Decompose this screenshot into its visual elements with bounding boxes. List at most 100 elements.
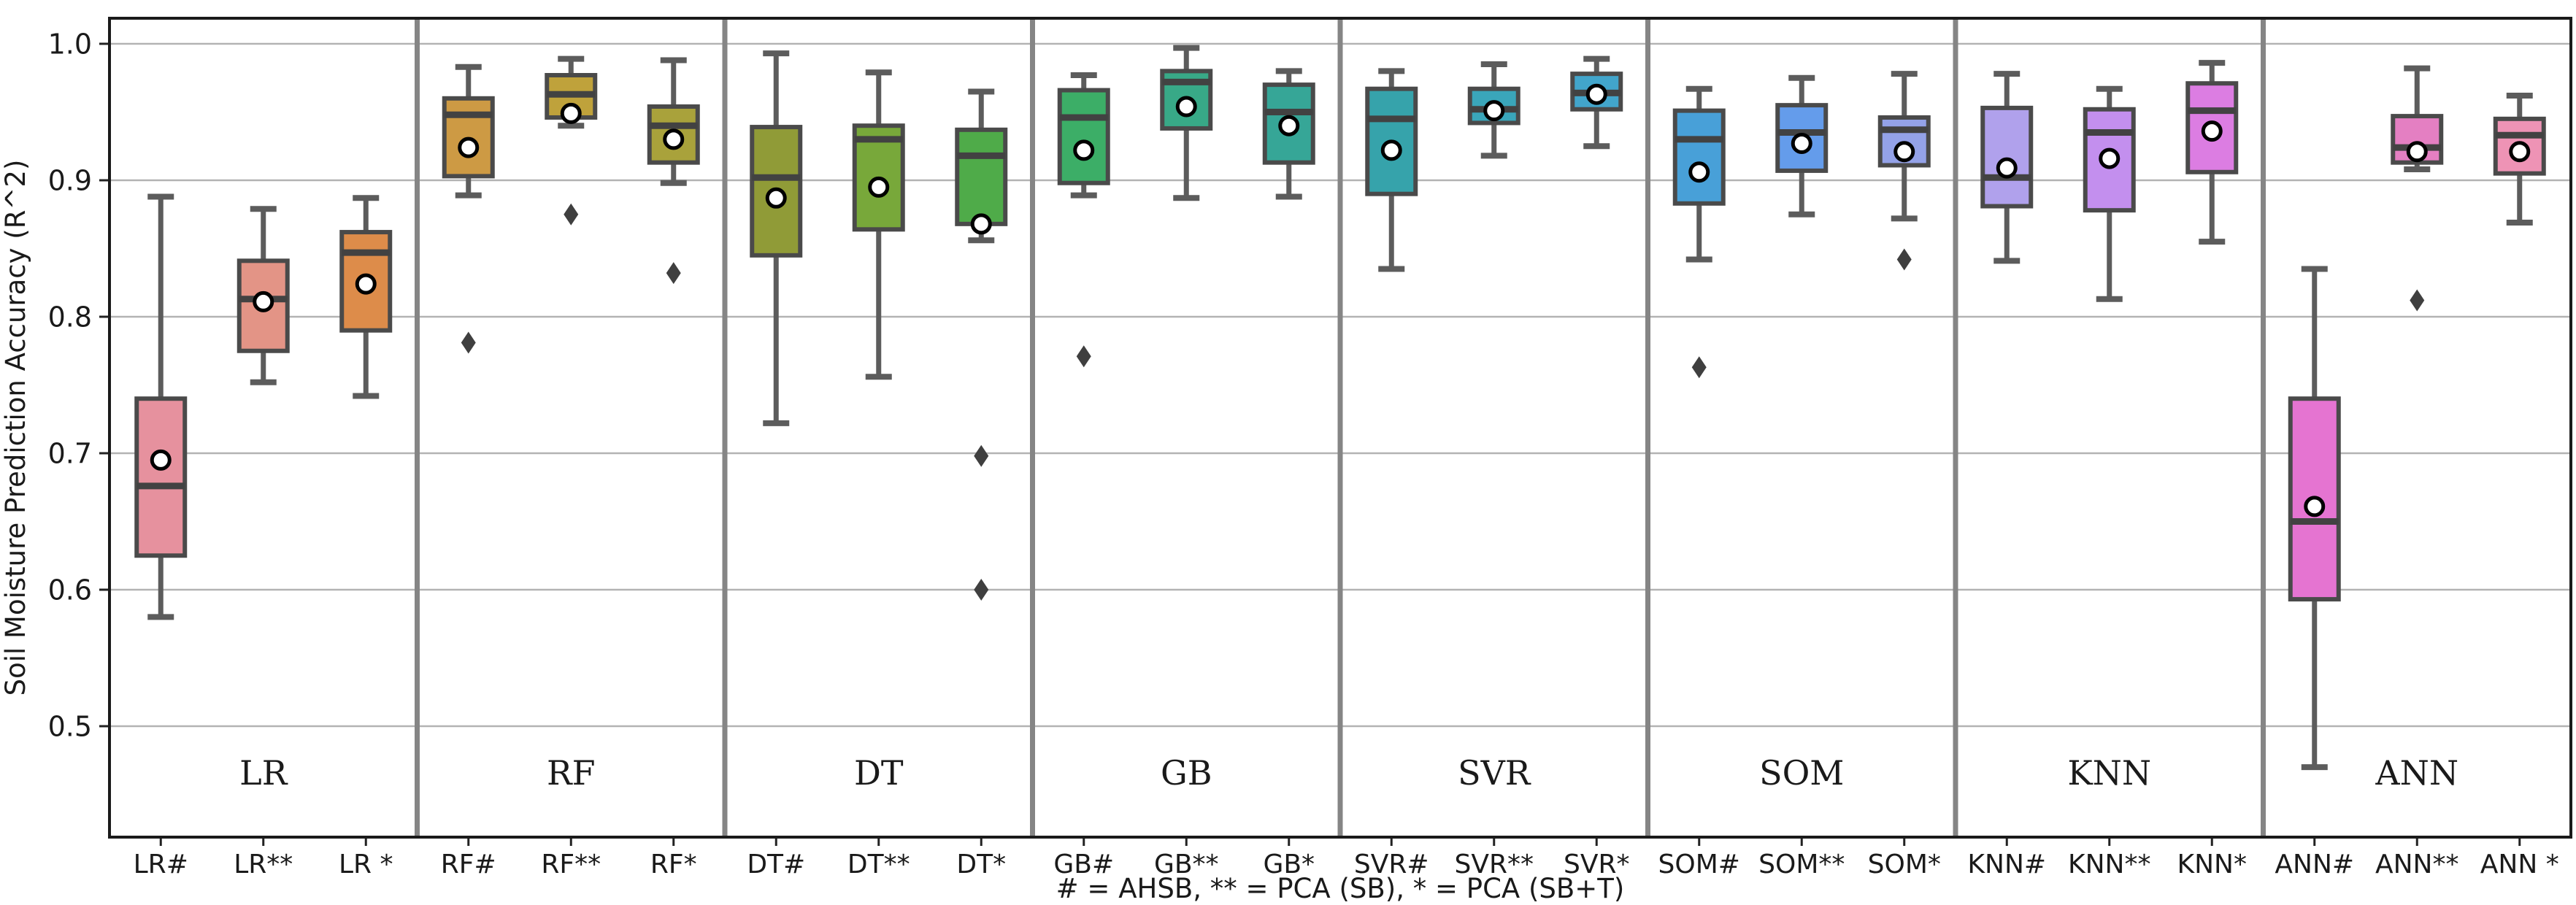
group-label: SVR: [1458, 753, 1531, 793]
mean-marker: [868, 176, 890, 198]
iqr-box: [2083, 107, 2136, 213]
mean-marker: [1380, 139, 1402, 161]
box-GB**: [1160, 45, 1213, 201]
x-tick-label: LR#: [134, 850, 188, 879]
x-tick-label: KNN**: [2068, 850, 2150, 879]
mean-marker: [1996, 157, 2018, 179]
x-tick-label: SVR*: [1564, 850, 1630, 879]
x-tick-label: ANN#: [2275, 850, 2354, 879]
box-KNN#: [1980, 71, 2034, 264]
box-RF*: [647, 57, 700, 285]
mean-marker: [458, 136, 480, 158]
x-tick-label: ANN *: [2480, 850, 2559, 879]
y-tick-label: 1.0: [48, 28, 92, 60]
outlier-diamond: [2410, 289, 2425, 312]
mean-marker: [1073, 139, 1095, 161]
mean-marker: [2509, 141, 2531, 163]
box-SOM#: [1672, 85, 1726, 379]
outlier-diamond: [1896, 248, 1912, 271]
outlier-diamond: [974, 579, 989, 601]
mean-marker: [2099, 147, 2121, 169]
boxes-layer: [134, 45, 2546, 771]
y-tick-label: 0.5: [48, 710, 92, 742]
box-KNN**: [2083, 85, 2136, 302]
box-LR#: [134, 193, 188, 620]
mean-marker: [355, 273, 377, 295]
y-tick-label: 0.7: [48, 437, 92, 469]
mean-marker: [1585, 83, 1607, 105]
box-DT#: [750, 50, 803, 426]
box-SOM*: [1877, 71, 1931, 271]
mean-marker: [765, 187, 787, 209]
box-DT*: [955, 88, 1008, 601]
iqr-box: [134, 396, 188, 558]
x-tick-label: GB**: [1154, 850, 1219, 879]
mean-marker: [1278, 115, 1300, 136]
x-tick-label: ANN**: [2375, 850, 2459, 879]
box-KNN*: [2185, 60, 2239, 245]
x-tick-label: KNN*: [2177, 850, 2247, 879]
x-tick-label: DT*: [956, 850, 1006, 879]
mean-marker: [1791, 133, 1812, 155]
x-tick-label: SOM#: [1658, 850, 1740, 879]
mean-marker: [2201, 120, 2223, 142]
mean-marker: [253, 290, 274, 312]
outlier-diamond: [666, 262, 681, 285]
mean-marker: [560, 102, 582, 124]
x-tick-label: DT#: [747, 850, 805, 879]
iqr-box: [1672, 108, 1726, 206]
mean-marker: [1688, 161, 1710, 183]
mean-marker: [1893, 141, 1915, 163]
mean-marker: [150, 449, 172, 471]
x-tick-label: LR**: [234, 850, 293, 879]
x-tick-label: SOM*: [1868, 850, 1941, 879]
x-tick-label: SOM**: [1758, 850, 1845, 879]
x-tick-label: LR *: [339, 850, 393, 879]
x-tick-label: GB*: [1263, 850, 1315, 879]
iqr-box: [852, 123, 905, 232]
iqr-box: [1057, 88, 1110, 185]
outlier-diamond: [1076, 345, 1091, 368]
mean-marker: [1483, 100, 1505, 122]
y-tick-label: 0.8: [48, 301, 92, 333]
mean-marker: [2406, 141, 2428, 163]
box-RF**: [545, 55, 598, 226]
outlier-diamond: [461, 331, 476, 354]
group-label: SOM: [1759, 753, 1844, 793]
mean-marker: [2304, 496, 2326, 517]
box-SVR#: [1365, 68, 1418, 272]
x-tick-label: GB#: [1053, 850, 1114, 879]
outlier-diamond: [974, 444, 989, 467]
iqr-box: [1467, 86, 1520, 126]
box-SVR**: [1467, 61, 1520, 159]
x-tick-label: SVR#: [1354, 850, 1429, 879]
x-tick-label: RF#: [441, 850, 496, 879]
x-axis-title: # = AHSB, ** = PCA (SB), * = PCA (SB+T): [1056, 873, 1625, 904]
iqr-box: [1262, 82, 1315, 165]
box-DT**: [852, 69, 905, 380]
group-label: RF: [547, 753, 596, 793]
y-tick-label: 0.9: [48, 164, 92, 196]
box-LR*: [339, 195, 393, 399]
box-ANN*: [2493, 93, 2546, 226]
box-GB#: [1057, 72, 1110, 368]
group-label: DT: [854, 753, 904, 793]
box-ANN**: [2391, 65, 2444, 312]
mean-marker: [970, 213, 992, 235]
y-axis-title: Soil Moisture Prediction Accuracy (R^2): [0, 160, 31, 696]
y-tick-label: 0.6: [48, 574, 92, 606]
group-label: ANN: [2375, 753, 2458, 793]
plot-border: [108, 17, 2572, 839]
x-tick-label: RF*: [650, 850, 697, 879]
box-RF#: [442, 63, 495, 354]
outlier-diamond: [1691, 356, 1707, 379]
x-tick-label: SVR**: [1455, 850, 1534, 879]
box-LR**: [237, 206, 290, 385]
group-label: LR: [239, 753, 288, 793]
iqr-box: [955, 127, 1008, 226]
x-tick-label: DT**: [847, 850, 910, 879]
group-label: KNN: [2067, 753, 2151, 793]
iqr-box: [1980, 105, 2034, 209]
box-SVR*: [1570, 55, 1623, 150]
